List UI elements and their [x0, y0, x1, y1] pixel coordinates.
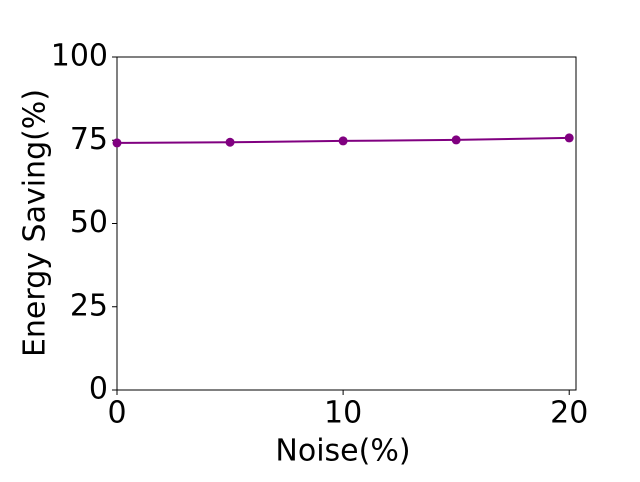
y-tick-label: 50 [70, 205, 108, 240]
y-tick-label: 0 [89, 372, 108, 407]
point [451, 135, 461, 145]
y-axis-label: Energy Saving(%) [18, 89, 53, 357]
y-tick-label: 25 [70, 288, 108, 323]
plot-frame [116, 56, 577, 391]
point [112, 138, 122, 148]
x-tick-label: 20 [550, 396, 588, 431]
x-tick-label: 10 [324, 396, 362, 431]
point [564, 133, 574, 143]
point [338, 136, 348, 146]
point [225, 137, 235, 147]
y-tick-label: 100 [51, 39, 108, 74]
y-tick-label: 75 [70, 122, 108, 157]
x-axis-label: Noise(%) [275, 434, 410, 469]
x-tick-label: 0 [107, 396, 126, 431]
